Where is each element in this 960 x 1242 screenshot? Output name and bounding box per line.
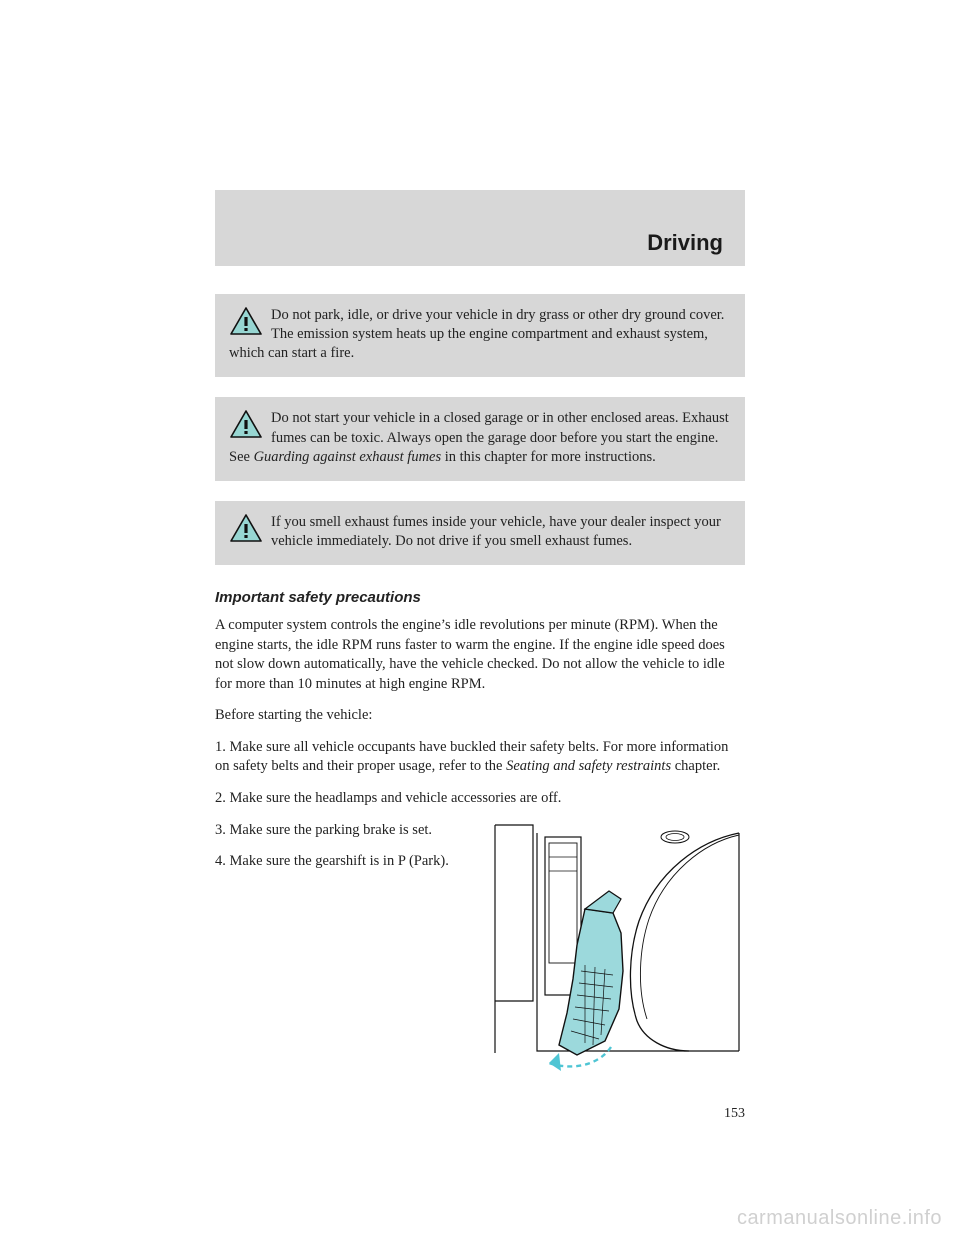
warning-text: If you smell exhaust fumes inside your v… (229, 513, 731, 551)
chapter-header: Driving (215, 190, 745, 266)
body-paragraph: A computer system controls the engine’s … (215, 616, 745, 694)
section-heading: Important safety precautions (215, 589, 745, 606)
warning-box: Do not park, idle, or drive your vehicle… (215, 294, 745, 377)
chapter-title: Driving (237, 230, 723, 256)
parking-brake-illustration (489, 821, 745, 1076)
warning-box: If you smell exhaust fumes inside your v… (215, 501, 745, 565)
page-number: 153 (724, 1106, 745, 1122)
warning-text: Do not start your vehicle in a closed ga… (229, 409, 731, 466)
warning-icon (229, 409, 263, 439)
warning-icon (229, 306, 263, 336)
step-item: 2. Make sure the headlamps and vehicle a… (215, 789, 745, 809)
warning-text: Do not park, idle, or drive your vehicle… (229, 306, 731, 363)
warning-box: Do not start your vehicle in a closed ga… (215, 397, 745, 480)
watermark-text: carmanualsonline.info (737, 1207, 942, 1230)
body-paragraph: Before starting the vehicle: (215, 706, 745, 726)
warning-icon (229, 513, 263, 543)
step-item: 1. Make sure all vehicle occupants have … (215, 738, 745, 777)
